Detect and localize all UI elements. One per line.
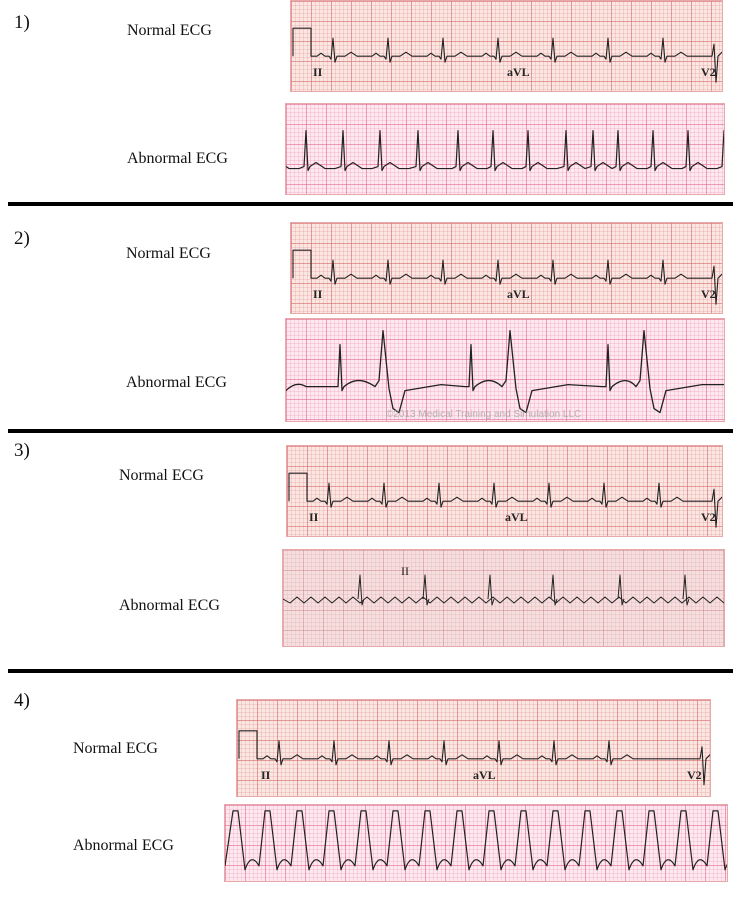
section-3-normal-ecg-strip: II aVL V2 [286, 445, 723, 537]
section-2-normal-label: Normal ECG [126, 245, 211, 262]
section-divider [8, 669, 733, 673]
lead-label-ii: II [313, 287, 323, 301]
section-2-abnormal-label: Abnormal ECG [126, 374, 227, 391]
section-1-normal-ecg-strip: II aVL V2 [290, 0, 723, 92]
normal-ecg-trace [288, 472, 722, 528]
section-divider [8, 202, 733, 206]
normal-ecg-trace [292, 27, 722, 83]
section-3-number: 3) [14, 440, 30, 461]
abnormal-ecg-trace [283, 574, 724, 606]
lead-label-avl: aVL [507, 287, 530, 301]
section-1-abnormal-label: Abnormal ECG [127, 150, 228, 167]
abnormal-ecg-trace [286, 329, 724, 414]
section-2-number: 2) [14, 228, 30, 249]
lead-label-v2: V2 [687, 768, 702, 782]
section-4-abnormal-ecg-strip [224, 804, 728, 882]
lead-label-v2: V2 [701, 65, 716, 79]
section-1-normal-label: Normal ECG [127, 22, 212, 39]
lead-label-v2: V2 [701, 510, 716, 524]
section-4-normal-ecg-strip: II aVL V2 [236, 699, 711, 797]
section-3-abnormal-label: Abnormal ECG [119, 597, 220, 614]
section-3-abnormal-ecg-strip: II [282, 549, 725, 647]
lead-label-ii: II [261, 768, 271, 782]
lead-label-ii: II [309, 510, 319, 524]
abnormal-ecg-trace [225, 810, 727, 871]
copyright-watermark: ©2013 Medical Training and Simulation LL… [386, 409, 582, 420]
abnormal-ecg-trace [286, 129, 724, 172]
section-divider [8, 429, 733, 433]
section-4-abnormal-label: Abnormal ECG [73, 837, 174, 854]
section-4-normal-label: Normal ECG [73, 740, 158, 757]
section-2-abnormal-ecg-strip: ©2013 Medical Training and Simulation LL… [285, 318, 725, 422]
lead-label-ii: II [313, 65, 323, 79]
section-2-normal-ecg-strip: II aVL V2 [290, 222, 723, 314]
lead-label-v2: V2 [701, 287, 716, 301]
section-4-number: 4) [14, 690, 30, 711]
section-1-number: 1) [14, 12, 30, 33]
lead-label-avl: aVL [473, 768, 496, 782]
lead-label-avl: aVL [507, 65, 530, 79]
lead-label-ii: II [401, 564, 409, 578]
section-1-abnormal-ecg-strip [285, 103, 725, 195]
normal-ecg-trace [292, 249, 722, 305]
section-3-normal-label: Normal ECG [119, 467, 204, 484]
normal-ecg-trace [238, 730, 710, 786]
lead-label-avl: aVL [505, 510, 528, 524]
